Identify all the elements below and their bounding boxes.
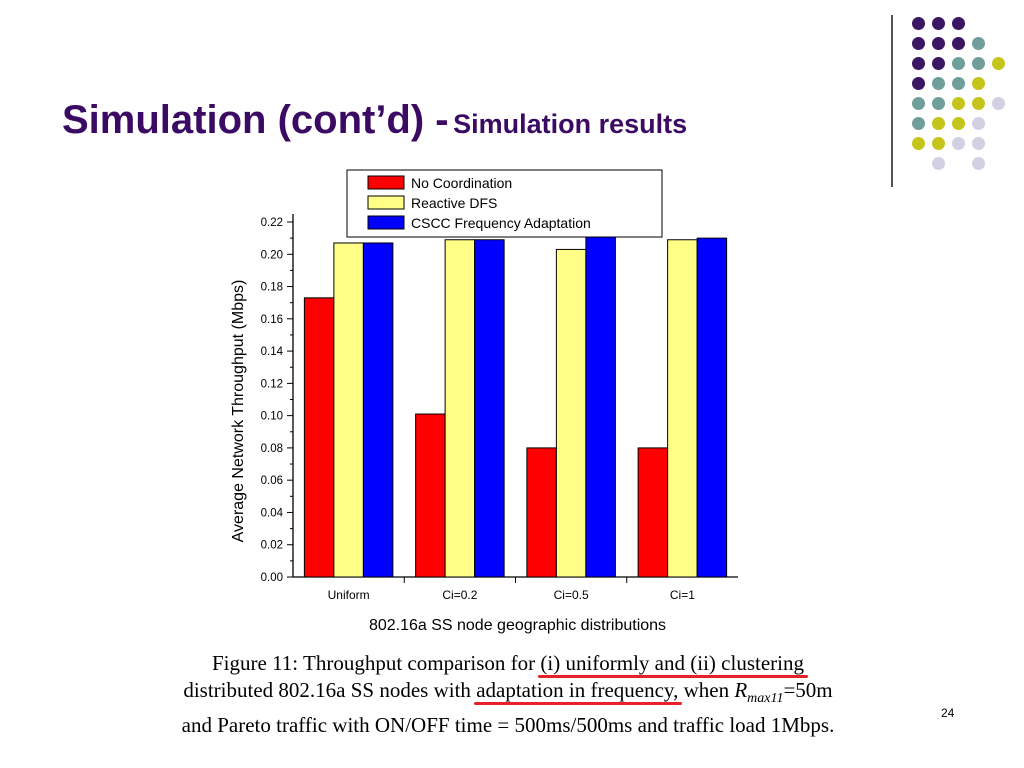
bar [526, 447, 557, 578]
decorative-dot [972, 37, 985, 50]
decorative-dot [992, 57, 1005, 70]
legend-swatch [367, 195, 405, 210]
bar [333, 242, 364, 578]
decorative-dot [912, 57, 925, 70]
caption-line-2: distributed 802.16a SS nodes with adapta… [118, 677, 898, 712]
y-tick-label: 0.16 [261, 314, 283, 326]
decorative-dot [932, 157, 945, 170]
decorative-dot [952, 137, 965, 150]
decorative-dot [932, 57, 945, 70]
decorative-dot [952, 97, 965, 110]
decorative-dot [932, 137, 945, 150]
bar [585, 236, 616, 578]
bar [667, 239, 698, 578]
x-tick-label: Ci=0.2 [442, 588, 477, 602]
y-tick-label: 0.02 [261, 540, 283, 552]
legend-swatch [367, 215, 405, 230]
decorative-dot [972, 97, 985, 110]
x-axis-label: 802.16a SS node geographic distributions [369, 617, 666, 634]
legend-label: CSCC Frequency Adaptation [411, 215, 591, 231]
y-tick-label: 0.12 [261, 378, 283, 390]
decorative-dot [912, 77, 925, 90]
x-tick-label: Uniform [328, 588, 370, 602]
decorative-dot [972, 117, 985, 130]
decorative-dot [972, 57, 985, 70]
decorative-dot [932, 77, 945, 90]
bar [362, 242, 394, 578]
decorative-dot [972, 77, 985, 90]
bar-chart: 0.00 0.02 0.04 0.06 0.08 0.10 0.12 0.14 0.16 0.18… [230, 169, 738, 634]
caption-line-1-text: Figure 11: Throughput comparison for [212, 651, 536, 675]
y-tick-label: 0.22 [261, 217, 283, 229]
decorative-dot [972, 137, 985, 150]
y-tick-label: 0.18 [261, 282, 283, 294]
slide-title: Simulation (cont’d) - Simulation results [62, 98, 687, 143]
bar [637, 447, 669, 578]
decorative-dot [912, 137, 925, 150]
y-tick-label: 0.10 [261, 411, 283, 423]
legend-label: Reactive DFS [411, 195, 497, 211]
bar [555, 248, 587, 578]
legend-label: No Coordination [411, 175, 512, 191]
figure-caption: Figure 11: Throughput comparison for (i)… [118, 650, 898, 739]
decorative-dot [952, 57, 965, 70]
decorative-divider [891, 15, 893, 187]
slide-title-main: Simulation (cont’d) - [62, 98, 449, 142]
bar [303, 297, 335, 578]
caption-underlined-phrase-2: adaptation in frequency, [476, 678, 679, 702]
slide-title-sub: Simulation results [453, 109, 688, 139]
page-number: 24 [941, 706, 955, 720]
caption-variable-subscript: max11 [747, 691, 784, 707]
caption-variable: R [734, 678, 748, 702]
y-axis-label: Average Network Throughput (Mbps) [230, 280, 247, 543]
decorative-dot [952, 77, 965, 90]
decorative-dot [972, 157, 985, 170]
decorative-dot [952, 117, 965, 130]
y-tick-label: 0.08 [261, 443, 283, 455]
bar [444, 239, 476, 578]
caption-line-2-when: when [683, 678, 730, 702]
decorative-dot [932, 17, 945, 30]
decorative-dot [932, 37, 945, 50]
y-tick-label: 0.20 [261, 249, 283, 261]
decorative-dot [992, 97, 1005, 110]
x-tick-label: Ci=1 [670, 588, 695, 602]
decorative-dot [932, 117, 945, 130]
decorative-dot [952, 37, 965, 50]
decorative-dot [912, 17, 925, 30]
bar [474, 239, 505, 578]
decorative-dot [912, 97, 925, 110]
bar [696, 237, 728, 578]
caption-line-2-value: =50m [783, 678, 833, 702]
caption-underlined-phrase-1: (i) uniformly and (ii) clustering [540, 651, 804, 675]
caption-line-1: Figure 11: Throughput comparison for (i)… [118, 650, 898, 677]
y-tick-label: 0.00 [261, 572, 283, 584]
y-tick-label: 0.04 [261, 507, 284, 519]
x-tick-label: Ci=0.5 [554, 588, 589, 602]
decorative-dot [912, 117, 925, 130]
caption-line-3: and Pareto traffic with ON/OFF time = 50… [181, 713, 835, 738]
decorative-dot [932, 97, 945, 110]
y-tick-label: 0.14 [261, 346, 284, 358]
decorative-dot [952, 17, 965, 30]
decorative-dot [912, 37, 925, 50]
bar [415, 413, 446, 578]
y-tick-label: 0.06 [261, 475, 283, 487]
legend-swatch [367, 175, 405, 190]
caption-line-2-text: distributed 802.16a SS nodes with [183, 678, 471, 702]
